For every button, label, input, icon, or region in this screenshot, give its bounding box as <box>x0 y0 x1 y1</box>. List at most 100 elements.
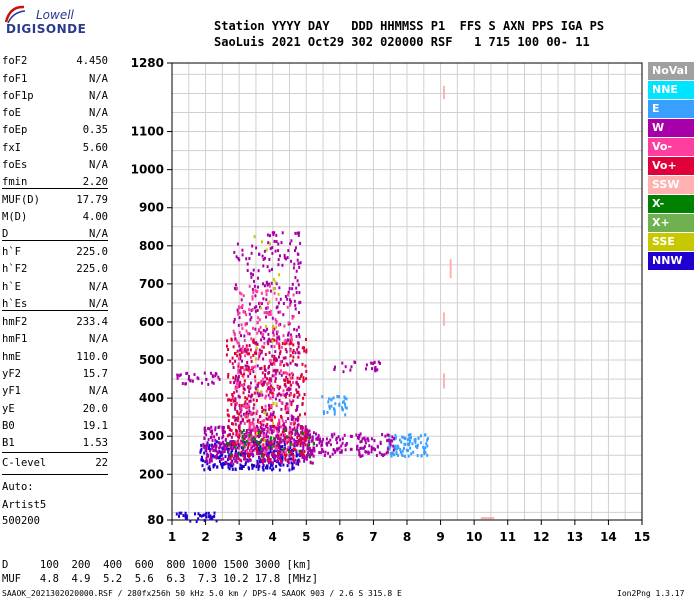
echo-point <box>327 400 330 404</box>
echo-point <box>237 394 240 398</box>
echo-point <box>282 422 285 426</box>
echo-point <box>373 360 376 364</box>
echo-point <box>295 291 298 294</box>
echo-point <box>423 447 426 451</box>
echo-point <box>241 434 244 438</box>
echo-point <box>290 300 292 304</box>
echo-point <box>234 407 237 411</box>
echo-point <box>234 399 237 403</box>
echo-point <box>213 455 216 459</box>
echo-point <box>210 425 213 429</box>
echo-point <box>212 448 215 452</box>
echo-point <box>294 351 297 355</box>
echo-point <box>282 463 285 467</box>
echo-point <box>236 308 239 312</box>
x-tick-label: 14 <box>600 530 617 544</box>
echo-point <box>304 434 307 438</box>
echo-point <box>250 393 253 397</box>
echo-point <box>243 368 246 372</box>
x-tick-label: 4 <box>269 530 277 544</box>
echo-point <box>203 451 206 455</box>
echo-point <box>235 374 237 378</box>
echo-point <box>207 515 210 519</box>
echo-point <box>266 283 269 287</box>
echo-point <box>270 443 273 446</box>
echo-point <box>278 346 281 350</box>
param-value: 17.79 <box>76 194 108 206</box>
echo-point <box>276 393 279 397</box>
echo-point <box>250 275 253 279</box>
echo-point <box>213 511 216 515</box>
echo-point <box>218 436 220 440</box>
echo-point <box>237 371 240 375</box>
echo-point <box>381 454 384 458</box>
x-tick-label: 15 <box>634 530 651 544</box>
echo-point <box>273 287 275 291</box>
echo-point <box>280 345 283 349</box>
echo-point <box>240 298 243 302</box>
echo-point <box>253 426 256 430</box>
echo-point <box>205 444 208 448</box>
echo-point <box>277 242 280 246</box>
echo-point <box>257 285 259 289</box>
echo-point <box>268 381 271 385</box>
echo-point <box>426 453 429 457</box>
echo-point <box>244 322 247 326</box>
echo-point <box>288 426 291 430</box>
echo-point <box>292 447 295 451</box>
echo-point <box>248 409 251 413</box>
echo-point <box>272 393 275 397</box>
echo-point <box>295 454 298 458</box>
echo-point <box>251 466 254 470</box>
echo-point <box>308 436 311 440</box>
echo-point <box>206 443 209 446</box>
echo-point <box>289 436 292 439</box>
echo-point <box>241 419 244 423</box>
echo-point <box>284 382 287 386</box>
panel-divider <box>2 188 108 189</box>
echo-point <box>258 394 261 397</box>
echo-point <box>251 434 254 438</box>
echo-point <box>300 452 303 456</box>
echo-point <box>293 460 295 464</box>
y-tick-label: 1280 <box>131 56 164 70</box>
echo-point <box>235 433 238 437</box>
echo-point <box>355 433 358 437</box>
echo-point <box>202 459 205 463</box>
footer-info: SAAOK_2021302020000.RSF / 280fx256h 50 k… <box>2 589 402 598</box>
echo-point <box>244 463 247 466</box>
echo-point <box>233 250 236 254</box>
echo-point <box>186 371 189 375</box>
echo-point <box>289 380 291 384</box>
echo-point <box>271 354 274 358</box>
echo-point <box>263 380 265 384</box>
echo-point <box>302 453 305 457</box>
echo-point <box>261 444 264 448</box>
echo-point <box>425 442 428 446</box>
echo-point <box>242 294 245 298</box>
echo-point <box>289 242 292 246</box>
echo-point <box>272 388 275 392</box>
echo-point <box>323 411 325 415</box>
echo-point <box>357 436 359 439</box>
echo-point <box>275 297 278 301</box>
echo-point <box>206 454 209 458</box>
echo-point <box>261 393 264 397</box>
echo-point <box>289 376 292 380</box>
echo-point <box>203 426 206 430</box>
echo-point <box>263 411 266 414</box>
echo-point <box>282 356 285 360</box>
echo-point <box>361 454 364 458</box>
echo-point <box>247 368 250 372</box>
echo-point <box>262 423 265 427</box>
echo-point <box>205 377 208 381</box>
legend-item: Vo- <box>648 138 694 156</box>
echo-point <box>286 363 289 367</box>
legend-item: NNW <box>648 252 694 270</box>
echo-point <box>241 467 243 470</box>
echo-point <box>309 435 312 439</box>
echo-point <box>243 334 246 338</box>
echo-point <box>222 427 225 431</box>
echo-point <box>188 375 190 378</box>
echo-point <box>252 273 254 277</box>
